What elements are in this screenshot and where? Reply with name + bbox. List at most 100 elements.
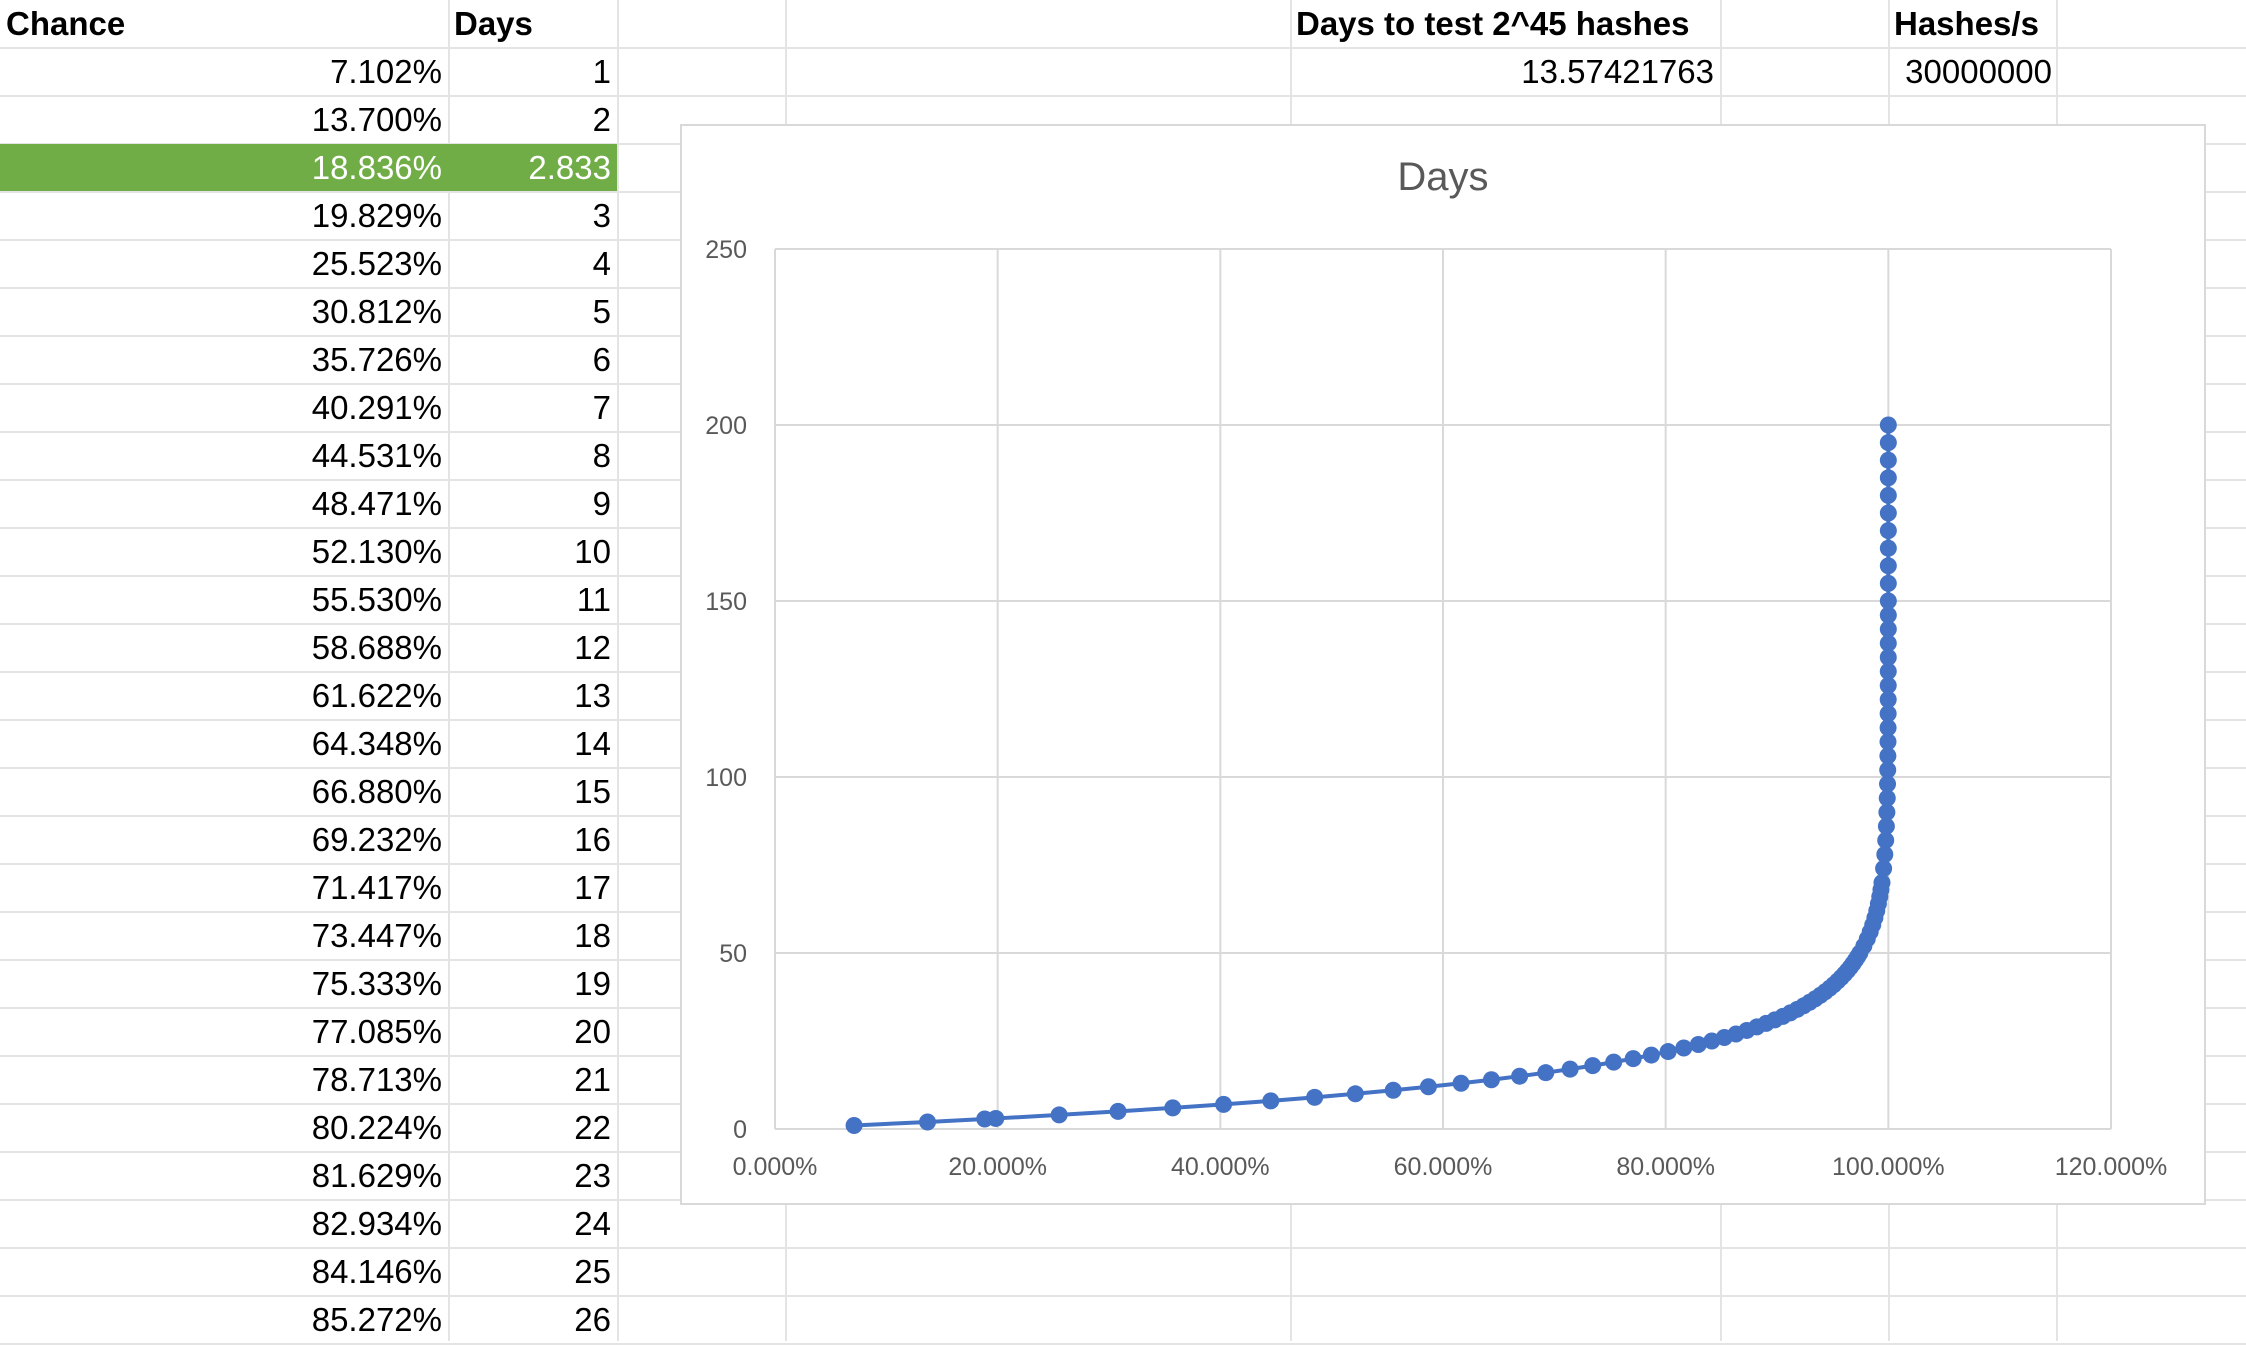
chance-cell[interactable]: 82.934% <box>311 1205 442 1242</box>
days-cell[interactable]: 23 <box>574 1157 611 1194</box>
chance-cell[interactable]: 58.688% <box>311 629 442 666</box>
days-cell[interactable]: 1 <box>592 53 611 90</box>
days-cell[interactable]: 7 <box>592 389 611 426</box>
data-point <box>1879 676 1897 694</box>
chance-cell[interactable]: 71.417% <box>311 869 442 906</box>
data-point <box>1675 1039 1693 1057</box>
chance-cell[interactable]: 44.531% <box>311 437 442 474</box>
chance-cell[interactable]: 48.471% <box>311 485 442 522</box>
chance-cell[interactable]: 25.523% <box>311 245 442 282</box>
data-point <box>1164 1099 1182 1117</box>
data-point <box>1879 522 1897 540</box>
data-point <box>1878 789 1896 807</box>
data-point <box>1346 1085 1364 1103</box>
data-point <box>1879 691 1897 709</box>
days-cell[interactable]: 15 <box>574 773 611 810</box>
x-tick-label: 120.000% <box>2055 1153 2168 1181</box>
chance-cell[interactable]: 78.713% <box>311 1061 442 1098</box>
data-point <box>1879 719 1897 737</box>
days-cell[interactable]: 4 <box>592 245 611 282</box>
days-cell[interactable]: 18 <box>574 917 611 954</box>
chance-cell[interactable]: 73.447% <box>311 917 442 954</box>
data-point <box>1306 1088 1324 1106</box>
row-gridline <box>0 95 2246 97</box>
data-point <box>1879 606 1897 624</box>
days-cell[interactable]: 25 <box>574 1253 611 1290</box>
chance-cell[interactable]: 30.812% <box>311 293 442 330</box>
data-point <box>1689 1036 1707 1054</box>
data-point <box>987 1109 1005 1127</box>
days-cell[interactable]: 21 <box>574 1061 611 1098</box>
days-cell[interactable]: 10 <box>574 533 611 570</box>
chance-cell[interactable]: 40.291% <box>311 389 442 426</box>
data-point <box>1624 1050 1642 1068</box>
data-point <box>1879 592 1897 610</box>
data-point <box>1482 1071 1500 1089</box>
chance-cell[interactable]: 85.272% <box>311 1301 442 1338</box>
chance-cell[interactable]: 52.130% <box>311 533 442 570</box>
days-to-test-value[interactable]: 13.57421763 <box>1521 53 1714 90</box>
days-cell[interactable]: 8 <box>592 437 611 474</box>
highlight-days-cell[interactable]: 2.833 <box>528 149 611 186</box>
data-point <box>1879 469 1897 487</box>
data-point <box>1879 434 1897 452</box>
chance-cell[interactable]: 7.102% <box>330 53 442 90</box>
data-point <box>919 1113 937 1131</box>
days-cell[interactable]: 13 <box>574 677 611 714</box>
chance-cell[interactable]: 69.232% <box>311 821 442 858</box>
header-days[interactable]: Days <box>454 5 533 42</box>
data-point <box>1879 662 1897 680</box>
chance-cell[interactable]: 55.530% <box>311 581 442 618</box>
days-cell[interactable]: 16 <box>574 821 611 858</box>
x-tick-label: 80.000% <box>1616 1153 1715 1181</box>
days-cell[interactable]: 20 <box>574 1013 611 1050</box>
days-cell[interactable]: 22 <box>574 1109 611 1146</box>
chance-cell[interactable]: 75.333% <box>311 965 442 1002</box>
days-cell[interactable]: 6 <box>592 341 611 378</box>
data-point <box>1605 1053 1623 1071</box>
days-cell[interactable]: 24 <box>574 1205 611 1242</box>
days-cell[interactable]: 3 <box>592 197 611 234</box>
data-point <box>1879 620 1897 638</box>
days-chart[interactable]: Days 0.000% 20.000% 40.000% 60.000% 80.000% 10… <box>680 124 2206 1205</box>
header-hashes-per-second[interactable]: Hashes/s <box>1894 5 2039 42</box>
data-point <box>1879 705 1897 723</box>
header-chance[interactable]: Chance <box>6 5 126 42</box>
chance-cell[interactable]: 35.726% <box>311 341 442 378</box>
highlight-chance-cell[interactable]: 18.836% <box>311 149 442 186</box>
y-tick-label: 150 <box>705 588 747 616</box>
chance-cell[interactable]: 84.146% <box>311 1253 442 1290</box>
chance-cell[interactable]: 61.622% <box>311 677 442 714</box>
data-point <box>1659 1043 1677 1061</box>
days-cell[interactable]: 9 <box>592 485 611 522</box>
chance-cell[interactable]: 64.348% <box>311 725 442 762</box>
data-point <box>1879 451 1897 469</box>
days-cell[interactable]: 2 <box>592 101 611 138</box>
days-cell[interactable]: 17 <box>574 869 611 906</box>
chance-cell[interactable]: 13.700% <box>311 101 442 138</box>
chance-cell[interactable]: 66.880% <box>311 773 442 810</box>
days-cell[interactable]: 5 <box>592 293 611 330</box>
days-cell[interactable]: 26 <box>574 1301 611 1338</box>
days-cell[interactable]: 12 <box>574 629 611 666</box>
row-gridline <box>0 47 2246 49</box>
days-cell[interactable]: 19 <box>574 965 611 1002</box>
chance-cell[interactable]: 80.224% <box>311 1109 442 1146</box>
y-tick-label: 200 <box>705 412 747 440</box>
chart-title: Days <box>1397 155 1488 199</box>
chance-cell[interactable]: 81.629% <box>311 1157 442 1194</box>
data-point <box>1050 1106 1068 1124</box>
y-tick-label: 50 <box>719 940 747 968</box>
data-point <box>1642 1046 1660 1064</box>
chance-cell[interactable]: 77.085% <box>311 1013 442 1050</box>
hashes-per-second-value[interactable]: 30000000 <box>1905 53 2052 90</box>
days-cell[interactable]: 14 <box>574 725 611 762</box>
chance-cell[interactable]: 19.829% <box>311 197 442 234</box>
data-point <box>1877 817 1895 835</box>
header-days-to-test[interactable]: Days to test 2^45 hashes <box>1296 5 1690 42</box>
data-point <box>1879 648 1897 666</box>
days-cell[interactable]: 11 <box>576 581 611 618</box>
data-point <box>1879 747 1897 765</box>
highlighted-row[interactable]: 18.836% 2.833 <box>0 144 617 191</box>
